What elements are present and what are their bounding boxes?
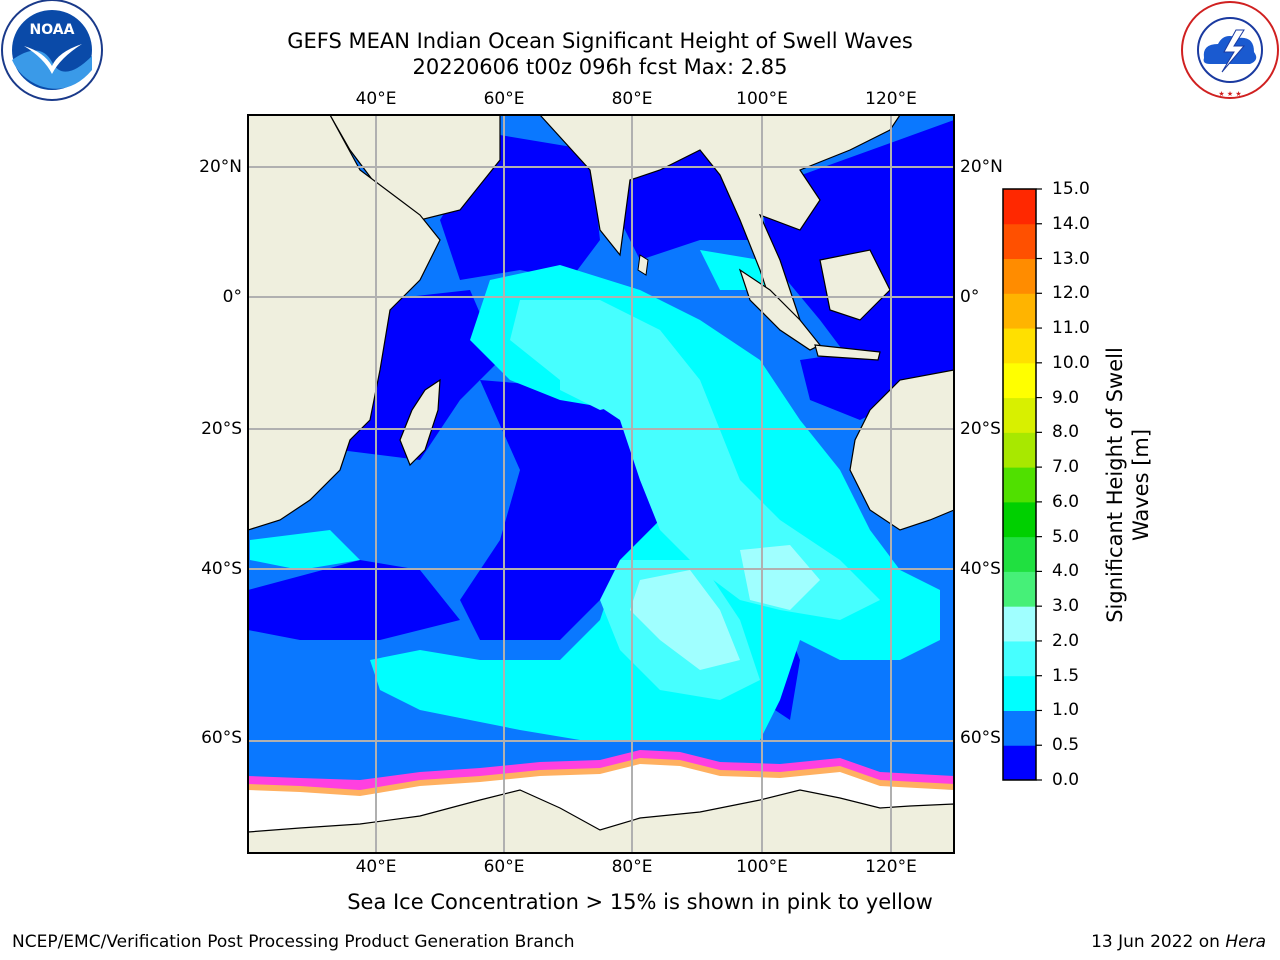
- colorbar-tick-label: 11.0: [1052, 318, 1090, 339]
- colorbar-tick-label: 9.0: [1052, 387, 1080, 408]
- colorbar-label-line2: Waves [m]: [1129, 428, 1153, 542]
- antarctica-land: [248, 789, 954, 853]
- colorbar-tick-label: 4.0: [1052, 561, 1080, 582]
- colorbar-tick-label: 0.5: [1052, 735, 1080, 756]
- colorbar-tick-label: 10.0: [1052, 352, 1090, 373]
- colorbar-tick-label: 2.0: [1052, 630, 1080, 651]
- colorbar-segment: [1003, 223, 1036, 260]
- colorbar-segment: [1003, 501, 1036, 538]
- colorbar-tick-label: 1.5: [1052, 665, 1080, 686]
- colorbar-segment: [1003, 710, 1036, 746]
- y-tick-right-20n: 20°N: [960, 157, 1003, 177]
- x-tick-top-80e: 80°E: [611, 89, 653, 109]
- sumatra-land: [738, 268, 821, 351]
- australia-land: [849, 369, 954, 531]
- colorbar-tick-label: 8.0: [1052, 422, 1080, 443]
- colorbar-tick-label: 7.0: [1052, 457, 1080, 478]
- noaa-logo-text: NOAA: [30, 22, 75, 38]
- colorbar-tick-label: 12.0: [1052, 283, 1090, 304]
- x-tick-top-100e: 100°E: [736, 89, 788, 109]
- colorbar-segment: [1003, 189, 1036, 225]
- national-weather-service-logo-icon: ★ ★ ★: [1181, 1, 1279, 99]
- y-tick-right-0: 0°: [960, 287, 980, 307]
- x-tick-top-40e: 40°E: [355, 89, 397, 109]
- y-tick-left-0: 0°: [222, 287, 242, 307]
- footer-date: 13 Jun 2022 on Hera: [1091, 932, 1266, 952]
- y-tick-right-60s: 60°S: [960, 728, 1001, 748]
- colorbar: [1003, 188, 1042, 781]
- map-title: GEFS MEAN Indian Ocean Significant Heigh…: [287, 29, 913, 53]
- x-tick-bottom-60e: 60°E: [483, 857, 525, 877]
- colorbar-label: Significant Height of Swell Waves [m]: [1102, 347, 1154, 623]
- colorbar-segment: [1003, 293, 1036, 329]
- footer-date-text: 13 Jun 2022 on: [1091, 932, 1220, 952]
- y-tick-left-20n: 20°N: [199, 157, 242, 177]
- colorbar-segment: [1003, 606, 1036, 642]
- y-tick-left-40s: 40°S: [201, 559, 242, 579]
- borneo-land: [819, 249, 891, 321]
- colorbar-segment: [1003, 640, 1036, 677]
- colorbar-segment: [1003, 745, 1036, 781]
- colorbar-segment: [1003, 467, 1036, 503]
- y-tick-right-20s: 20°S: [960, 419, 1001, 439]
- x-tick-bottom-100e: 100°E: [736, 857, 788, 877]
- colorbar-segment: [1003, 571, 1036, 607]
- java-land: [814, 344, 881, 361]
- colorbar-tick-label: 14.0: [1052, 213, 1090, 234]
- colorbar-label-line1: Significant Height of Swell: [1103, 347, 1127, 623]
- sri-lanka-land: [637, 254, 649, 276]
- footer-host: Hera: [1225, 932, 1266, 952]
- colorbar-segment: [1003, 258, 1036, 294]
- map-gridlines: [248, 115, 954, 853]
- swell-band-2-3: [630, 545, 820, 670]
- map-frame: [247, 114, 955, 854]
- footer-branch: NCEP/EMC/Verification Post Processing Pr…: [12, 932, 575, 952]
- y-tick-right-40s: 40°S: [960, 559, 1001, 579]
- colorbar-tick-label: 5.0: [1052, 526, 1080, 547]
- x-tick-bottom-120e: 120°E: [865, 857, 917, 877]
- madagascar-land: [399, 378, 441, 467]
- africa-land: [248, 115, 441, 531]
- colorbar-segment: [1003, 397, 1036, 433]
- swell-band-1-1.5: [250, 250, 940, 740]
- noaa-logo-icon: NOAA: [1, 0, 103, 101]
- svg-text:★ ★ ★: ★ ★ ★: [1218, 90, 1241, 98]
- x-tick-top-60e: 60°E: [483, 89, 525, 109]
- colorbar-segment: [1003, 328, 1036, 364]
- colorbar-tick-label: 1.0: [1052, 700, 1080, 721]
- sea-ice-note: Sea Ice Concentration > 15% is shown in …: [347, 890, 933, 914]
- y-tick-left-20s: 20°S: [201, 419, 242, 439]
- map-subtitle: 20220606 t00z 096h fcst Max: 2.85: [412, 55, 788, 79]
- y-tick-left-60s: 60°S: [201, 728, 242, 748]
- colorbar-tick-label: 0.0: [1052, 770, 1080, 790]
- colorbar-segment: [1003, 675, 1036, 711]
- colorbar-segment: [1003, 362, 1036, 399]
- colorbar-tick-label: 3.0: [1052, 596, 1080, 617]
- colorbar-segment: [1003, 536, 1036, 572]
- x-tick-top-120e: 120°E: [865, 89, 917, 109]
- x-tick-bottom-80e: 80°E: [611, 857, 653, 877]
- colorbar-tick-label: 6.0: [1052, 491, 1080, 512]
- colorbar-tick-label: 15.0: [1052, 179, 1090, 199]
- x-tick-bottom-40e: 40°E: [355, 857, 397, 877]
- colorbar-frame: [1002, 188, 1037, 781]
- colorbar-tick-label: 13.0: [1052, 248, 1090, 269]
- colorbar-segment: [1003, 432, 1036, 468]
